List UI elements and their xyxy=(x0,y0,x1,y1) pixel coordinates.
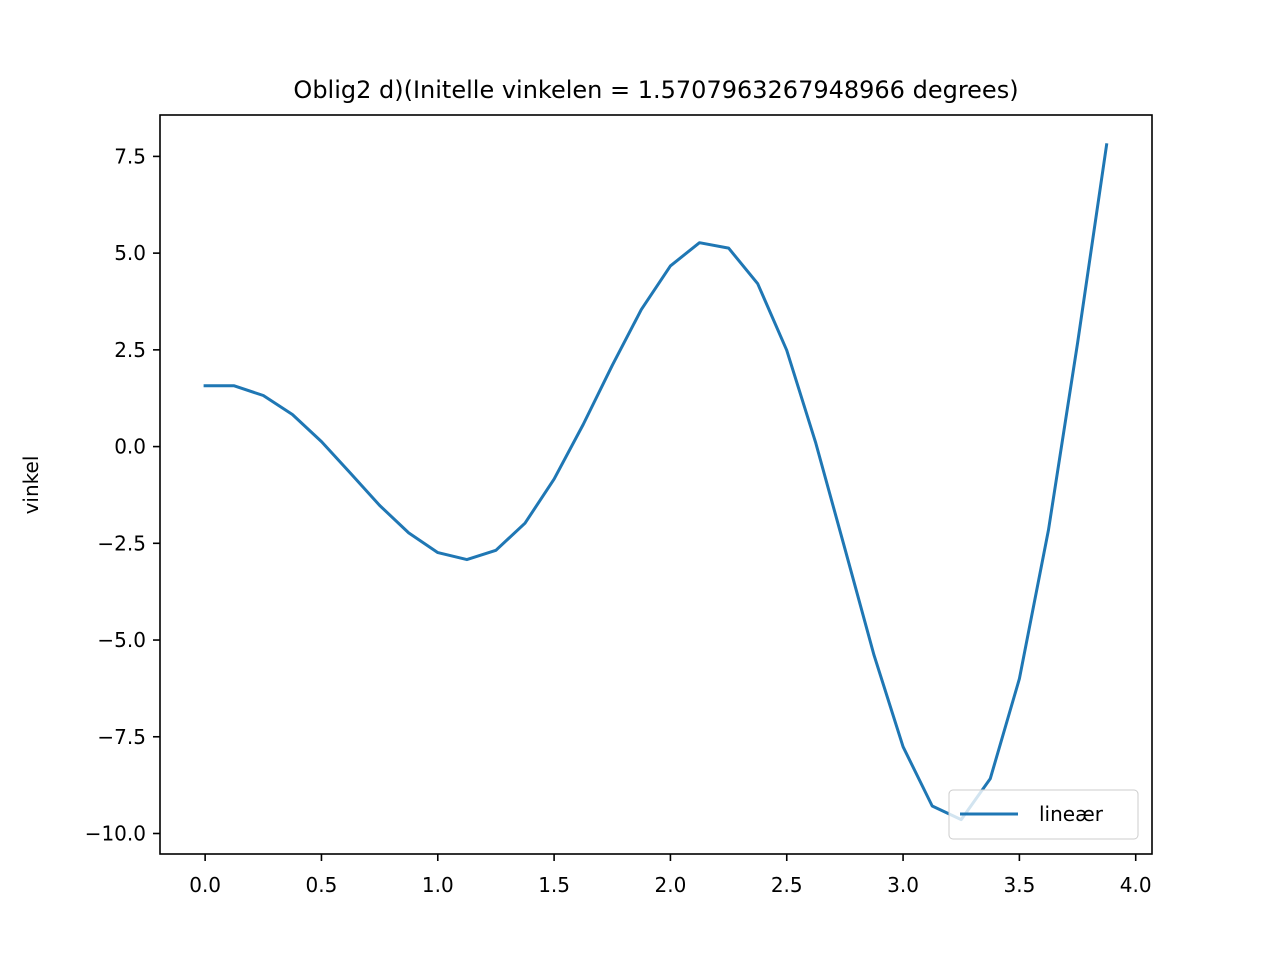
y-tick-label: −10.0 xyxy=(85,821,146,845)
y-tick-label: −2.5 xyxy=(97,531,146,555)
y-tick-label: −7.5 xyxy=(97,725,146,749)
legend: lineær xyxy=(948,789,1139,840)
y-tick-label: 0.0 xyxy=(114,435,146,459)
y-tick-label: 7.5 xyxy=(114,144,146,168)
x-tick-label: 1.5 xyxy=(538,873,570,897)
chart-title: Oblig2 d)(Initelle vinkelen = 1.57079632… xyxy=(293,76,1018,104)
x-tick-label: 3.0 xyxy=(887,873,919,897)
x-tick-label: 1.0 xyxy=(422,873,454,897)
x-tick-label: 2.5 xyxy=(771,873,803,897)
y-tick-label: 5.0 xyxy=(114,241,146,265)
x-axis: 0.0 0.5 1.0 1.5 2.0 2.5 3.0 3.5 4.0 xyxy=(189,854,1152,897)
y-tick-label: 2.5 xyxy=(114,338,146,362)
x-tick-label: 3.5 xyxy=(1003,873,1035,897)
axes-frame xyxy=(159,114,1153,855)
y-tick-label: −5.0 xyxy=(97,628,146,652)
x-tick-label: 0.5 xyxy=(306,873,338,897)
x-tick-label: 0.0 xyxy=(189,873,221,897)
legend-label: lineær xyxy=(1039,802,1104,826)
x-tick-label: 2.0 xyxy=(655,873,687,897)
legend-box xyxy=(948,789,1139,840)
y-axis: 7.5 5.0 2.5 0.0 −2.5 −5.0 −7.5 −10.0 xyxy=(85,144,160,845)
y-axis-label: vinkel xyxy=(19,456,43,515)
x-tick-label: 4.0 xyxy=(1120,873,1152,897)
